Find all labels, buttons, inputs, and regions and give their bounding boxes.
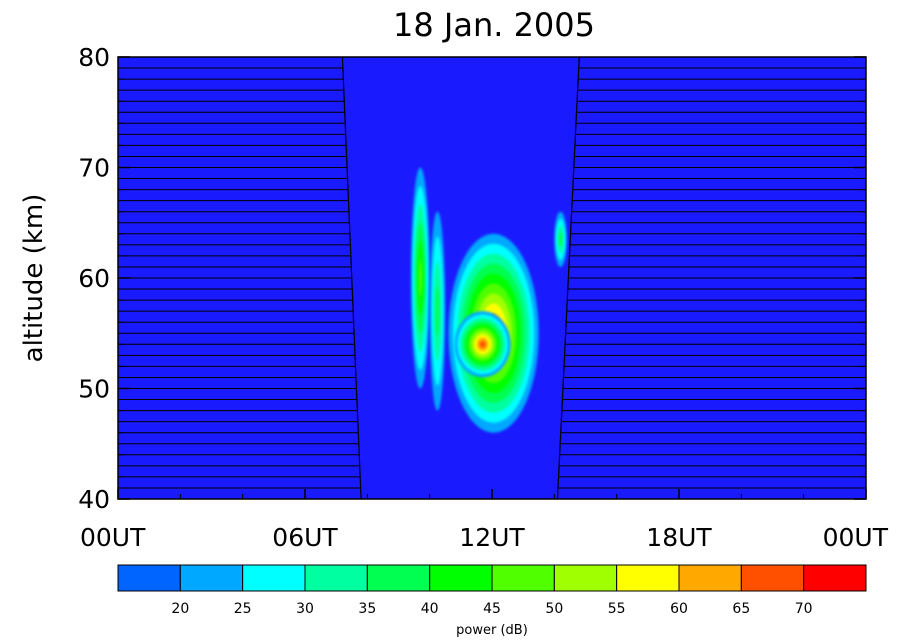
colorbar-tick-label: 55 bbox=[608, 601, 626, 617]
x-tick-label: 06UT bbox=[272, 523, 338, 552]
colorbar-segment bbox=[740, 564, 805, 592]
y-tick-label: 60 bbox=[78, 264, 110, 293]
colorbar-tick-label: 25 bbox=[234, 601, 252, 617]
colorbar-segment bbox=[366, 564, 431, 592]
night-shading bbox=[118, 57, 866, 499]
colorbar-tick-label: 50 bbox=[545, 601, 563, 617]
x-tick-label: 18UT bbox=[646, 523, 712, 552]
y-tick-label: 70 bbox=[78, 154, 110, 183]
colorbar-segment bbox=[304, 564, 368, 592]
colorbar-tick-label: 40 bbox=[421, 601, 439, 617]
echo-contour bbox=[418, 259, 422, 297]
x-tick-label: 00UT bbox=[823, 523, 889, 552]
colorbar-tick-label: 45 bbox=[483, 601, 501, 617]
colorbar-segment bbox=[429, 564, 493, 592]
chart-title: 18 Jan. 2005 bbox=[393, 6, 595, 44]
echo-contour bbox=[559, 232, 563, 247]
colorbar-segment bbox=[678, 564, 742, 592]
colorbar-segment bbox=[553, 564, 618, 592]
colorbar-tick-label: 70 bbox=[795, 601, 813, 617]
colorbar-segment bbox=[616, 564, 680, 592]
x-tick-label: 12UT bbox=[459, 523, 525, 552]
colorbar-segment bbox=[242, 564, 306, 592]
colorbar-tick-label: 35 bbox=[358, 601, 376, 617]
colorbar-tick-label: 30 bbox=[296, 601, 314, 617]
colorbar: 20 25 30 35 40 45 50 55 60 65 70 bbox=[117, 564, 867, 617]
colorbar-segment bbox=[491, 564, 555, 592]
sunrise-boundary bbox=[341, 57, 362, 499]
sunset-boundary bbox=[556, 57, 580, 499]
x-axis: 00UT 06UT 12UT 18UT 00UT bbox=[80, 489, 889, 552]
colorbar-segment bbox=[803, 564, 867, 592]
echo-contour bbox=[479, 340, 486, 348]
colorbar-segment bbox=[117, 564, 181, 592]
y-tick-label: 50 bbox=[78, 375, 110, 404]
x-tick-label: 00UT bbox=[80, 523, 146, 552]
y-tick-label: 80 bbox=[78, 43, 110, 72]
y-axis-label: altitude (km) bbox=[19, 194, 49, 363]
colorbar-tick-label: 20 bbox=[171, 601, 189, 617]
colorbar-tick-label: 60 bbox=[670, 601, 688, 617]
echo-contour bbox=[435, 286, 440, 337]
plot-area: 40 50 60 70 80 00UT 06UT 12UT 18UT 00UT bbox=[78, 43, 889, 552]
y-tick-label: 40 bbox=[78, 485, 110, 514]
y-axis: 40 50 60 70 80 bbox=[78, 43, 866, 514]
colorbar-label: power (dB) bbox=[456, 623, 528, 638]
colorbar-segment bbox=[179, 564, 244, 592]
echo-layer bbox=[410, 167, 567, 433]
colorbar-tick-label: 65 bbox=[732, 601, 750, 617]
